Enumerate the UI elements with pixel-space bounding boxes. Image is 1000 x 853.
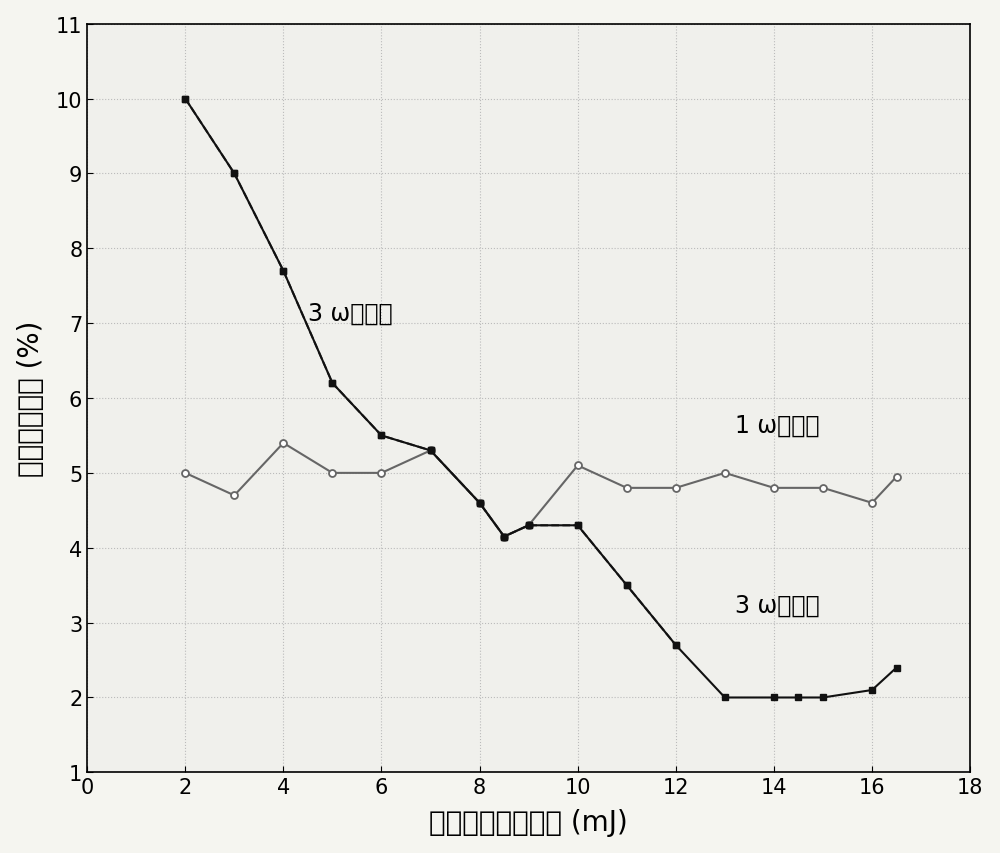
Text: 3 ω理论値: 3 ω理论値 [735, 593, 819, 617]
Text: 1 ω测量値: 1 ω测量値 [735, 413, 819, 438]
X-axis label: 注入的脉冲的能量 (mJ): 注入的脉冲的能量 (mJ) [429, 809, 628, 836]
Text: 3 ω测量値: 3 ω测量値 [308, 301, 393, 325]
Y-axis label: 相对能量抖动 (%): 相对能量抖动 (%) [17, 321, 45, 477]
